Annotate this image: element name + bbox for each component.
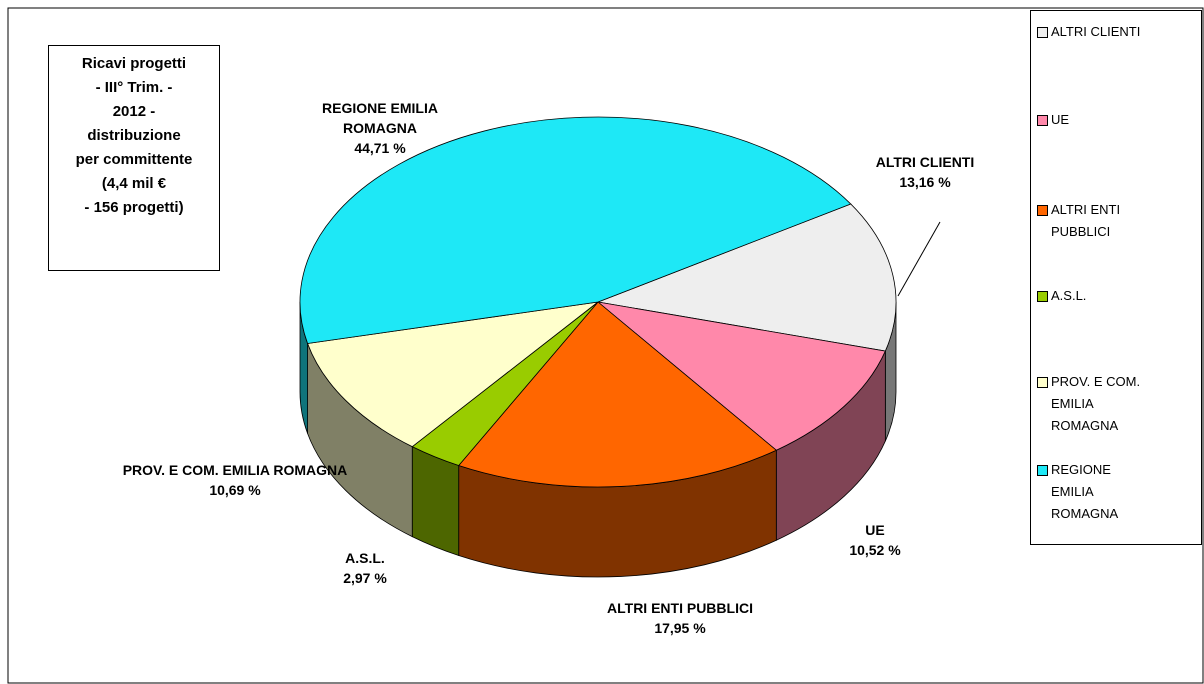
slice: [596, 301, 886, 451]
legend-label: REGIONE EMILIA ROMAGNA: [1051, 462, 1119, 521]
frame: [7, 7, 1204, 684]
label-value: 10,69 %: [209, 482, 261, 498]
legend-swatch: [1037, 115, 1048, 126]
legend-item: ALTRI ENTI PUBBLICI: [1037, 199, 1151, 243]
legend-swatch: [1037, 465, 1048, 476]
label-value: 17,95 %: [654, 620, 706, 636]
data-label: UE 10,52 %: [815, 520, 935, 560]
legend-swatch: [1037, 377, 1048, 388]
legend-label: ALTRI CLIENTI: [1051, 24, 1141, 39]
label-name: ALTRI CLIENTI: [875, 154, 975, 170]
label-name: UE: [865, 522, 885, 538]
legend-label: ALTRI ENTI PUBBLICI: [1051, 202, 1121, 239]
legend-item: ALTRI CLIENTI: [1037, 21, 1151, 43]
data-label: ALTRI CLIENTI 13,16 %: [845, 152, 1005, 192]
data-label: PROV. E COM. EMILIA ROMAGNA 10,69 %: [120, 460, 350, 500]
label-name: PROV. E COM. EMILIA ROMAGNA: [122, 462, 348, 478]
label-name: ALTRI ENTI PUBBLICI: [607, 600, 753, 616]
slice: [596, 203, 897, 352]
leader-line: [897, 221, 941, 297]
legend-swatch: [1037, 291, 1048, 302]
chart-title: Ricavi progetti - III° Trim. - 2012 - di…: [48, 45, 220, 271]
label-value: 44,71 %: [354, 140, 406, 156]
legend-item: A.S.L.: [1037, 285, 1151, 307]
legend-item: UE: [1037, 109, 1151, 131]
legend-label: UE: [1051, 112, 1070, 127]
data-label: ALTRI ENTI PUBBLICI 17,95 %: [550, 598, 810, 638]
legend-swatch: [1037, 205, 1048, 216]
data-label: A.S.L. 2,97 %: [315, 548, 415, 588]
legend-swatch: [1037, 27, 1048, 38]
slice: [458, 301, 778, 488]
slice: [299, 116, 852, 344]
label-name: A.S.L.: [345, 550, 385, 566]
legend: ALTRI CLIENTI UE ALTRI ENTI PUBBLICI A.S.L.…: [1030, 10, 1202, 545]
label-name: REGIONE EMILIA ROMAGNA: [322, 100, 438, 136]
label-value: 13,16 %: [899, 174, 951, 190]
data-label: REGIONE EMILIA ROMAGNA 44,71 %: [295, 98, 465, 158]
legend-label: A.S.L.: [1051, 288, 1087, 303]
slice: [307, 301, 600, 448]
label-value: 2,97 %: [343, 570, 387, 586]
label-value: 10,52 %: [849, 542, 901, 558]
legend-item: REGIONE EMILIA ROMAGNA: [1037, 459, 1151, 525]
legend-item: PROV. E COM. EMILIA ROMAGNA: [1037, 371, 1151, 437]
legend-label: PROV. E COM. EMILIA ROMAGNA: [1051, 374, 1141, 433]
